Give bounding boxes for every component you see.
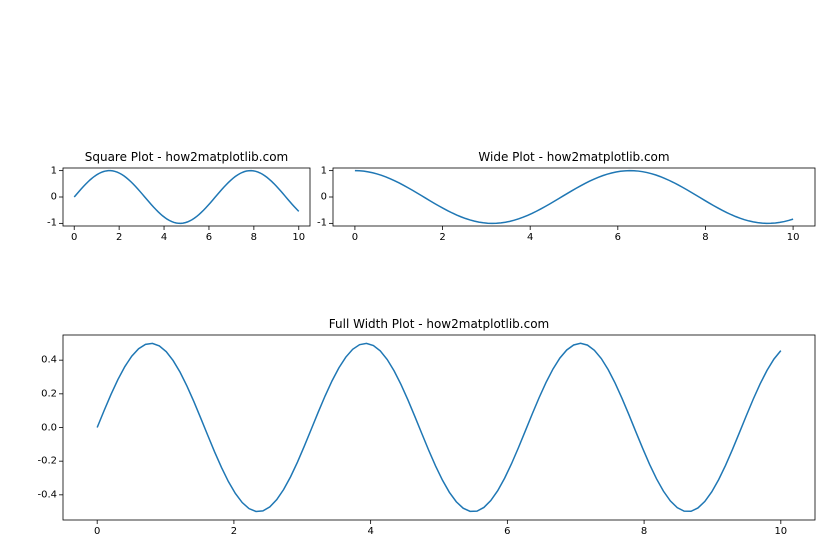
wide-plot-axes [333,168,815,226]
x-tick-label: 6 [206,232,212,243]
square-plot-axes [63,168,310,226]
x-tick-label: 4 [367,526,373,537]
x-tick-label: 0 [352,232,358,243]
y-tick-label: 1 [321,165,327,176]
x-tick-label: 10 [774,526,787,537]
x-tick-label: 2 [231,526,237,537]
full-width-plot-axes [63,335,815,520]
full-width-plot: Full Width Plot - how2matplotlib.com 024… [63,335,815,520]
x-tick-label: 10 [787,232,800,243]
x-tick-label: 0 [71,232,77,243]
y-tick-label: 0.0 [41,422,57,433]
y-tick-label: -1 [47,218,57,229]
y-tick-label: -1 [317,218,327,229]
x-tick-label: 4 [161,232,167,243]
y-tick-label: -0.2 [37,456,57,467]
y-tick-label: 0 [321,192,327,203]
y-tick-label: 0 [51,192,57,203]
x-tick-label: 2 [116,232,122,243]
y-tick-label: 1 [51,165,57,176]
x-tick-label: 6 [615,232,621,243]
full-width-plot-title: Full Width Plot - how2matplotlib.com [63,317,815,331]
square-plot: Square Plot - how2matplotlib.com 0246810… [63,168,310,226]
x-tick-label: 10 [292,232,305,243]
x-tick-label: 8 [641,526,647,537]
figure: Square Plot - how2matplotlib.com 0246810… [0,0,840,560]
y-tick-label: 0.4 [41,355,57,366]
x-tick-label: 8 [702,232,708,243]
x-tick-label: 4 [527,232,533,243]
y-tick-label: -0.4 [37,489,57,500]
full-line [97,343,781,511]
square-line [74,171,299,224]
wide-plot: Wide Plot - how2matplotlib.com 0246810-1… [333,168,815,226]
x-tick-label: 0 [94,526,100,537]
square-plot-title: Square Plot - how2matplotlib.com [63,150,310,164]
wide-line [355,171,793,224]
x-tick-label: 2 [439,232,445,243]
x-tick-label: 6 [504,526,510,537]
x-tick-label: 8 [251,232,257,243]
y-tick-label: 0.2 [41,388,57,399]
wide-plot-title: Wide Plot - how2matplotlib.com [333,150,815,164]
